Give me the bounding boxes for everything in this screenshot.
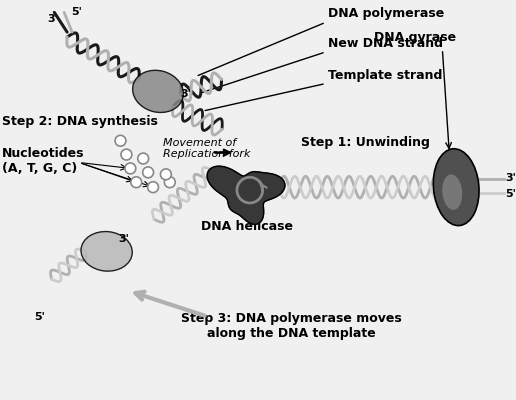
Text: 3': 3': [506, 173, 516, 183]
Text: 5': 5': [506, 189, 516, 199]
Text: 5': 5': [71, 7, 82, 17]
Text: New DNA strand: New DNA strand: [328, 37, 443, 50]
Text: 3': 3': [47, 14, 58, 24]
Text: Nucleotides
(A, T, G, C): Nucleotides (A, T, G, C): [2, 146, 85, 174]
Circle shape: [148, 182, 158, 192]
Ellipse shape: [133, 70, 183, 112]
Text: DNA polymerase: DNA polymerase: [328, 7, 444, 20]
Circle shape: [131, 177, 142, 188]
Circle shape: [165, 177, 175, 188]
Text: DNA gyrase: DNA gyrase: [374, 30, 456, 44]
Circle shape: [125, 163, 136, 174]
Ellipse shape: [442, 174, 462, 210]
Text: Movement of
Replication fork: Movement of Replication fork: [163, 138, 250, 160]
Text: 5': 5': [215, 171, 226, 181]
Circle shape: [160, 169, 171, 180]
Circle shape: [115, 135, 126, 146]
Circle shape: [121, 149, 132, 160]
Text: 5': 5': [35, 312, 45, 322]
Text: Step 2: DNA synthesis: Step 2: DNA synthesis: [2, 114, 158, 128]
Text: 3': 3': [119, 234, 130, 244]
Text: DNA helicase: DNA helicase: [201, 220, 293, 233]
Text: Step 1: Unwinding: Step 1: Unwinding: [301, 136, 430, 149]
Text: Step 3: DNA polymerase moves
along the DNA template: Step 3: DNA polymerase moves along the D…: [181, 312, 401, 340]
Circle shape: [138, 153, 149, 164]
Text: 3': 3': [181, 89, 191, 99]
Polygon shape: [207, 166, 285, 224]
Ellipse shape: [433, 149, 479, 226]
Text: Template strand: Template strand: [328, 68, 442, 82]
Circle shape: [143, 167, 154, 178]
Ellipse shape: [81, 232, 132, 271]
